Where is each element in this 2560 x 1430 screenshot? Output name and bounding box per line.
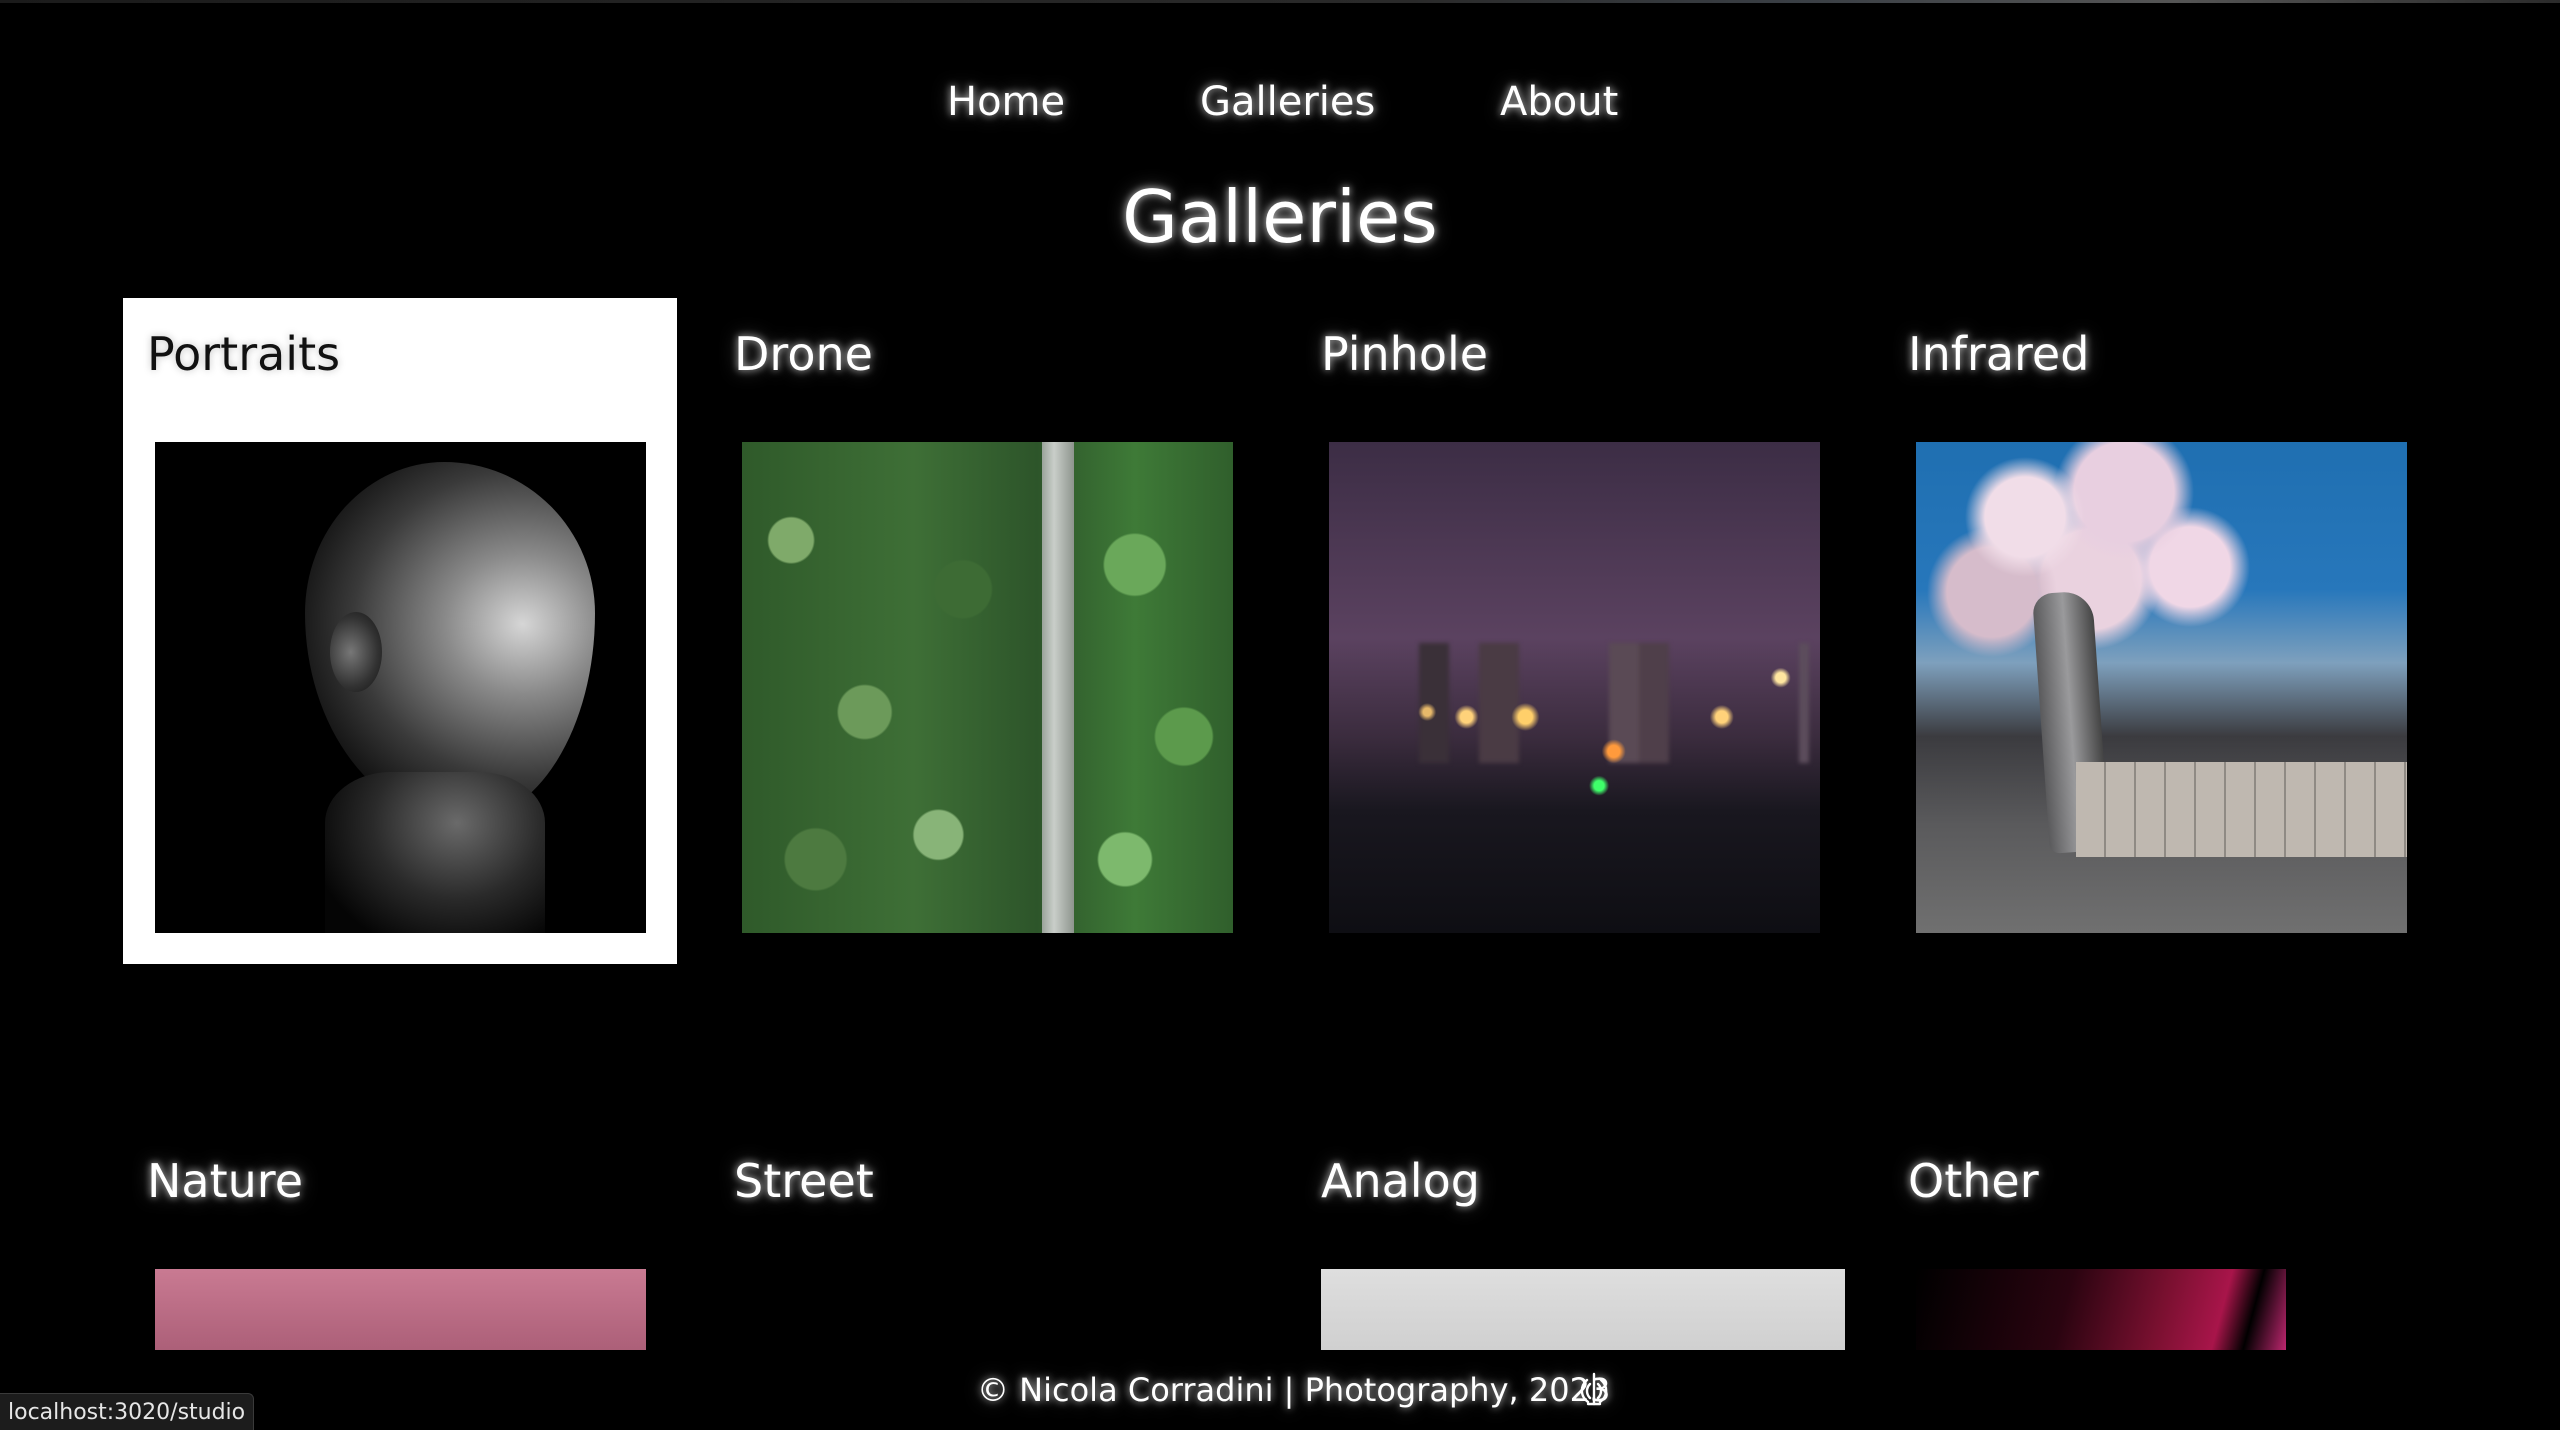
jedi-order-icon xyxy=(1580,1372,1608,1406)
gallery-card-label: Pinhole xyxy=(1321,327,1489,381)
page-title: Galleries xyxy=(1122,175,1438,259)
gallery-card-label: Drone xyxy=(734,327,873,381)
gallery-card-drone[interactable]: Drone xyxy=(710,298,1264,964)
gallery-thumbnail-infrared xyxy=(1916,442,2407,933)
portrait-ear-shape xyxy=(330,612,382,692)
footer-copyright: © Nicola Corradini | Photography, 2023 xyxy=(977,1371,1611,1409)
gallery-card-label: Portraits xyxy=(147,327,341,381)
nav-home-link[interactable]: Home xyxy=(947,79,1066,125)
browser-top-edge xyxy=(0,0,2560,3)
nav-galleries-link[interactable]: Galleries xyxy=(1200,79,1376,125)
pinhole-city-lights xyxy=(1329,442,1820,933)
gallery-card-infrared[interactable]: Infrared xyxy=(1884,298,2438,964)
footer: © Nicola Corradini | Photography, 2023 xyxy=(0,1350,2560,1430)
main-nav: Home Galleries About xyxy=(0,72,2560,132)
gallery-thumbnail-pinhole xyxy=(1329,442,1820,933)
gallery-card-label: Analog xyxy=(1321,1154,1480,1208)
browser-status-url: localhost:3020/studio xyxy=(0,1393,255,1430)
gallery-card-portraits[interactable]: Portraits xyxy=(123,298,677,964)
infrared-stone-wall xyxy=(2076,762,2407,857)
gallery-card-pinhole[interactable]: Pinhole xyxy=(1297,298,1851,964)
gallery-card-label: Nature xyxy=(147,1154,303,1208)
gallery-card-label: Other xyxy=(1908,1154,2039,1208)
gallery-card-label: Street xyxy=(734,1154,874,1208)
portrait-neck-shape xyxy=(325,772,545,933)
nav-about-link[interactable]: About xyxy=(1500,79,1619,125)
gallery-thumbnail-portraits xyxy=(155,442,646,933)
gallery-thumbnail-drone xyxy=(742,442,1233,933)
gallery-card-label: Infrared xyxy=(1908,327,2090,381)
